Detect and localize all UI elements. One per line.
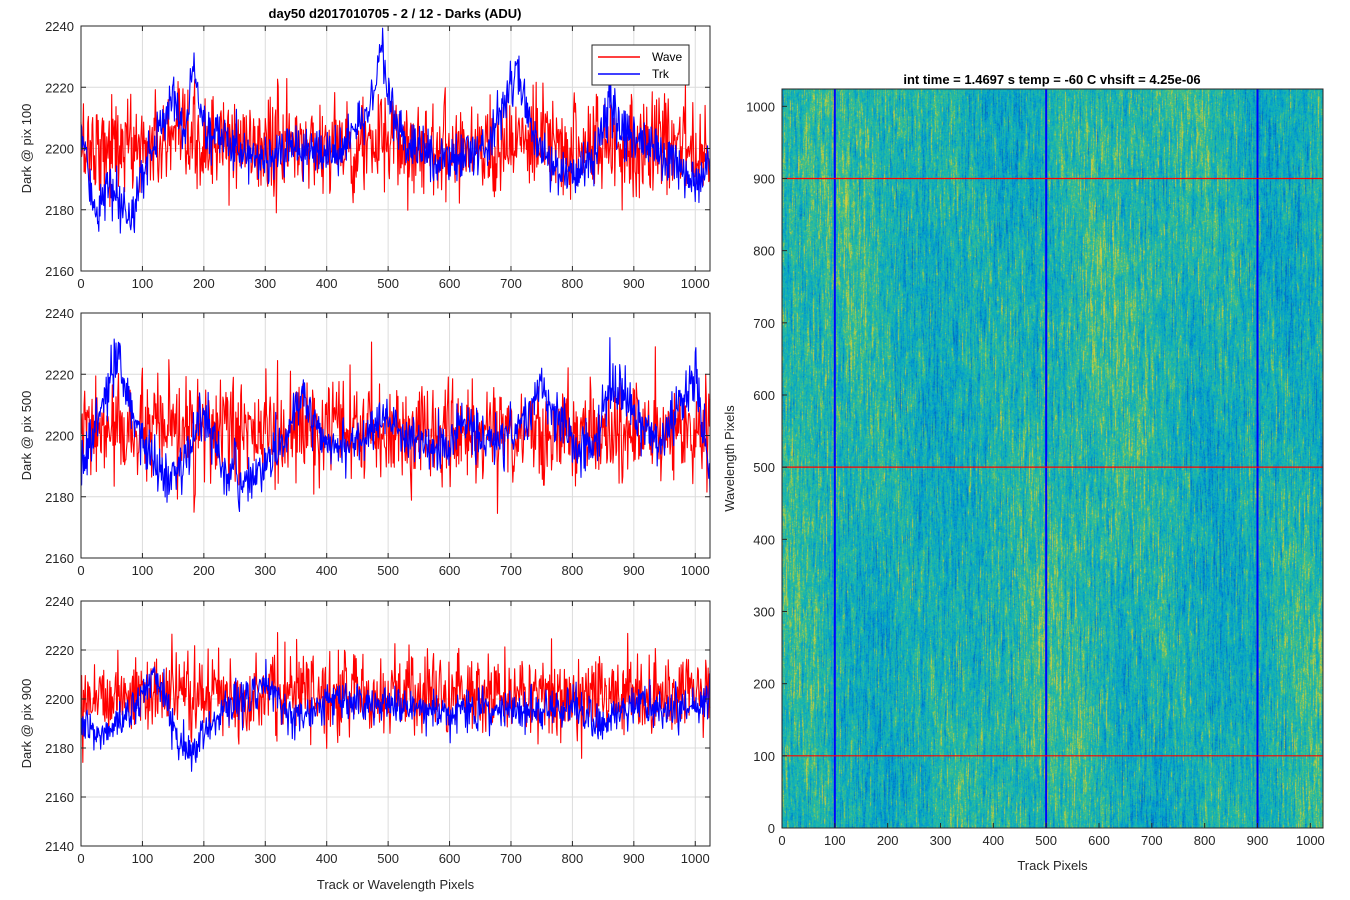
y-axis-label: Dark @ pix 900: [19, 679, 34, 769]
axes-box: [80, 600, 711, 847]
heatmap-x-tick-label: 200: [877, 833, 899, 848]
y-tick-label: 2140: [45, 839, 74, 854]
x-tick-label: 1000: [681, 851, 710, 866]
y-axis-label: Dark @ pix 500: [19, 391, 34, 481]
heatmap-y-tick-label: 400: [753, 532, 775, 547]
heatmap-y-tick-label: 900: [753, 171, 775, 186]
x-tick-label: 100: [132, 851, 154, 866]
heatmap-x-tick-label: 300: [930, 833, 952, 848]
y-tick-label: 2160: [45, 264, 74, 279]
y-axis-label: Dark @ pix 100: [19, 104, 34, 194]
heatmap-x-tick-label: 400: [982, 833, 1004, 848]
heatmap-x-tick-label: 600: [1088, 833, 1110, 848]
y-tick-label: 2220: [45, 643, 74, 658]
x-tick-label: 700: [500, 851, 522, 866]
x-axis-label: Track or Wavelength Pixels: [317, 877, 475, 892]
x-tick-label: 600: [439, 851, 461, 866]
series-line-wave: [80, 341, 711, 514]
heatmap-x-tick-label: 1000: [1296, 833, 1325, 848]
x-tick-label: 700: [500, 563, 522, 578]
y-tick-label: 2220: [45, 367, 74, 382]
x-tick-label: 400: [316, 276, 338, 291]
heatmap-y-tick-label: 600: [753, 388, 775, 403]
x-tick-label: 500: [377, 276, 399, 291]
legend-label-trk: Trk: [652, 67, 670, 81]
y-tick-label: 2180: [45, 490, 74, 505]
x-tick-label: 100: [132, 563, 154, 578]
y-tick-label: 2240: [45, 19, 74, 34]
x-tick-label: 200: [193, 276, 215, 291]
x-tick-label: 400: [316, 851, 338, 866]
x-tick-label: 0: [77, 851, 84, 866]
x-tick-label: 1000: [681, 276, 710, 291]
heatmap-axes: 0 100 200 300 400 500 600 700 800 900 1000 0 100 200 3…: [722, 88, 1325, 873]
heatmap-x-tick-label: 500: [1035, 833, 1057, 848]
y-tick-label: 2180: [45, 203, 74, 218]
heatmap-image-frame: [782, 89, 1323, 828]
x-tick-label: 900: [623, 851, 645, 866]
heatmap-x-tick-label: 900: [1247, 833, 1269, 848]
series-line-trk: [80, 658, 711, 772]
heatmap-y-tick-label: 700: [753, 316, 775, 331]
heatmap-x-tick-label: 100: [824, 833, 846, 848]
heatmap-axes-box: [781, 88, 1324, 829]
subplot-pix-900: 0 100 200 300 400 500 600 700 800 900 1000 2140 2160…: [19, 594, 711, 892]
y-tick-label: 2180: [45, 741, 74, 756]
heatmap-x-tick-label: 700: [1141, 833, 1163, 848]
series-line-wave: [80, 632, 711, 763]
x-tick-label: 100: [132, 276, 154, 291]
y-tick-label: 2160: [45, 790, 74, 805]
x-tick-label: 900: [623, 563, 645, 578]
series-line-trk: [80, 27, 711, 234]
heatmap-x-tick-label: 800: [1194, 833, 1216, 848]
heatmap-x-axis-label: Track Pixels: [1017, 858, 1088, 873]
x-tick-label: 700: [500, 276, 522, 291]
x-tick-label: 0: [77, 276, 84, 291]
x-tick-label: 800: [562, 276, 584, 291]
x-tick-label: 300: [254, 851, 276, 866]
figure-title: day50 d2017010705 - 2 / 12 - Darks (ADU): [269, 6, 522, 21]
x-tick-label: 900: [623, 276, 645, 291]
heatmap-y-tick-label: 800: [753, 244, 775, 259]
x-tick-label: 800: [562, 563, 584, 578]
heatmap-image: [782, 89, 1323, 828]
heatmap-y-axis-label: Wavelength Pixels: [722, 405, 737, 512]
heatmap-y-tick-label: 100: [753, 749, 775, 764]
x-tick-label: 600: [439, 563, 461, 578]
heatmap-x-tick-label: 0: [778, 833, 785, 848]
y-tick-label: 2240: [45, 306, 74, 321]
heatmap-y-tick-label: 300: [753, 604, 775, 619]
x-tick-label: 200: [193, 563, 215, 578]
x-tick-label: 500: [377, 851, 399, 866]
heatmap-y-tick-label: 1000: [746, 99, 775, 114]
x-tick-label: 300: [254, 563, 276, 578]
y-tick-label: 2160: [45, 551, 74, 566]
series-line-trk: [80, 337, 711, 513]
y-tick-label: 2200: [45, 692, 74, 707]
x-tick-label: 400: [316, 563, 338, 578]
x-tick-label: 300: [254, 276, 276, 291]
x-tick-label: 600: [439, 276, 461, 291]
plot-area: [81, 601, 710, 846]
y-tick-label: 2220: [45, 80, 74, 95]
x-tick-label: 200: [193, 851, 215, 866]
image-title: int time = 1.4697 s temp = -60 C vhsift …: [903, 72, 1200, 87]
x-tick-label: 0: [77, 563, 84, 578]
y-tick-label: 2240: [45, 594, 74, 609]
legend-box: [591, 44, 690, 86]
heatmap-y-tick-label: 500: [753, 460, 775, 475]
x-tick-label: 1000: [681, 563, 710, 578]
heatmap-y-tick-label: 0: [768, 821, 775, 836]
legend: Wave Trk: [591, 44, 690, 86]
y-tick-label: 2200: [45, 429, 74, 444]
legend-label-wave: Wave: [652, 50, 683, 64]
subplot-pix-500: 0 100 200 300 400 500 600 700 800 900 1000 2160 2180…: [19, 306, 711, 578]
x-tick-label: 500: [377, 563, 399, 578]
heatmap-y-tick-label: 200: [753, 677, 775, 692]
x-tick-label: 800: [562, 851, 584, 866]
y-tick-label: 2200: [45, 142, 74, 157]
